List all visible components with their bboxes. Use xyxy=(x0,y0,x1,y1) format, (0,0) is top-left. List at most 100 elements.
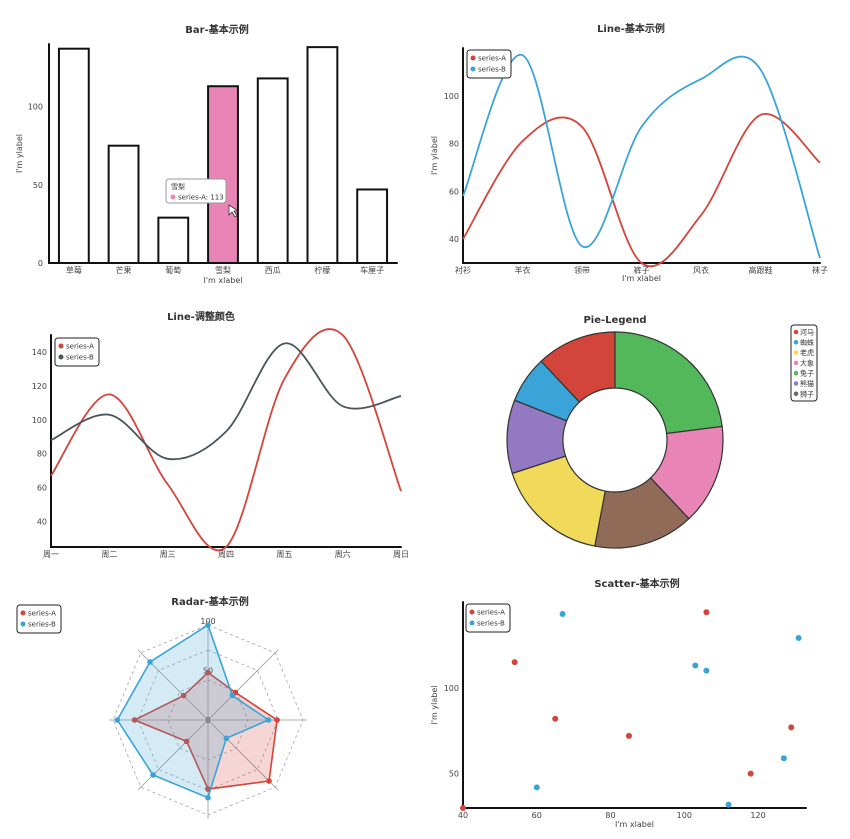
radar-point xyxy=(205,669,211,676)
scatter-point[interactable] xyxy=(703,667,710,674)
bar[interactable] xyxy=(356,188,389,265)
pie-legend-swatch xyxy=(793,370,799,376)
pie-legend-swatch xyxy=(793,329,799,335)
line1-series-line xyxy=(462,54,821,259)
scatter-ytick: 100 xyxy=(444,684,459,693)
line2-chart: Line-调整颜色 40 60 80 100 120 140 周一 周二 周三 周四 周五 周六 周日 se… xyxy=(32,310,409,559)
scatter-xtick: 120 xyxy=(750,811,765,820)
line1-series-line xyxy=(462,112,821,267)
line2-ytick: 120 xyxy=(32,382,47,391)
pie-slice[interactable] xyxy=(511,455,606,547)
bar[interactable] xyxy=(107,144,140,264)
scatter-legend-label: series-A xyxy=(477,609,505,617)
scatter-legend-box xyxy=(465,603,511,633)
line2-legend-label: series-B xyxy=(66,354,94,362)
bar[interactable] xyxy=(157,216,190,264)
line1-xtick: 衬衫 xyxy=(455,265,471,275)
radar-legend-swatch xyxy=(20,621,26,627)
radar-point xyxy=(223,735,230,742)
radar-legend-box xyxy=(16,604,62,634)
scatter-point[interactable] xyxy=(788,724,795,731)
bar-ylabel: I'm ylabel xyxy=(15,134,24,173)
line1-legend-swatch xyxy=(470,66,476,72)
line1-legend-label: series-A xyxy=(478,55,506,63)
scatter-legend-label: series-B xyxy=(477,620,505,628)
radar-point xyxy=(266,778,272,784)
scatter-point[interactable] xyxy=(692,662,699,669)
scatter-point[interactable] xyxy=(559,611,566,618)
line1-ytick: 60 xyxy=(449,187,459,196)
line1-xtick: 裤子 xyxy=(634,265,650,275)
scatter-point[interactable] xyxy=(460,805,466,811)
radar-point xyxy=(265,717,272,723)
line1-title: Line-基本示例 xyxy=(597,22,665,35)
line1-xtick: 领带 xyxy=(574,265,590,275)
radar-axis-line xyxy=(137,719,209,791)
pie-legend-label: 河马 xyxy=(800,329,814,337)
pie-legend-swatch xyxy=(793,340,799,345)
radar-point xyxy=(150,772,156,778)
radar-point xyxy=(180,692,187,699)
line1-ylabel: I'm ylabel xyxy=(430,136,439,175)
radar-legend-label: series-A xyxy=(28,610,56,618)
scatter-axis xyxy=(462,601,807,809)
radar-point xyxy=(274,717,280,723)
bar-xtick: 西瓜 xyxy=(265,266,281,275)
line1-xlabel: I'm xlabel xyxy=(622,274,661,283)
bar-xtick: 草莓 xyxy=(66,265,82,275)
line2-xtick: 周日 xyxy=(393,550,409,559)
scatter-point[interactable] xyxy=(725,801,732,808)
line2-ytick: 140 xyxy=(32,348,47,357)
scatter-point[interactable] xyxy=(552,715,559,722)
bar-xtick: 芒果 xyxy=(116,265,132,275)
line2-legend-box xyxy=(54,337,100,367)
scatter-point[interactable] xyxy=(511,659,518,666)
line2-xtick: 周五 xyxy=(276,550,292,559)
line2-xtick: 周三 xyxy=(160,550,176,559)
scatter-point[interactable] xyxy=(747,770,754,777)
line2-xtick: 周四 xyxy=(218,550,234,559)
bar-xtick: 车厘子 xyxy=(360,265,384,275)
pie-legend-label: 大象 xyxy=(800,358,814,367)
pie-slice[interactable] xyxy=(513,360,581,422)
bar[interactable] xyxy=(207,85,239,264)
scatter-xtick: 100 xyxy=(677,811,692,820)
scatter-point[interactable] xyxy=(780,755,787,762)
line1-legend-box xyxy=(466,49,512,79)
scatter-point[interactable] xyxy=(625,732,632,739)
line1-xtick: 风衣 xyxy=(693,265,709,275)
bar-tooltip-title: 雪梨 xyxy=(171,182,185,191)
line2-ytick: 80 xyxy=(37,450,47,459)
scatter-xtick: 40 xyxy=(458,811,468,820)
bar[interactable] xyxy=(256,77,289,264)
scatter-legend-swatch xyxy=(469,609,475,615)
line2-xtick: 周六 xyxy=(335,549,351,559)
scatter-title: Scatter-基本示例 xyxy=(594,577,679,590)
pie-legend-swatch xyxy=(793,360,799,366)
line2-axis xyxy=(50,334,402,548)
scatter-chart: Scatter-基本示例 40 60 80 100 120 50 100 I'm xlabel I… xyxy=(430,577,807,829)
bar-xtick: 柠檬 xyxy=(314,265,330,275)
pie-slice[interactable] xyxy=(614,331,723,435)
bar[interactable] xyxy=(306,46,339,264)
scatter-xtick: 60 xyxy=(532,811,542,820)
bar[interactable] xyxy=(57,47,90,264)
line1-legend-label: series-B xyxy=(478,66,506,74)
line1-xtick: 高跟鞋 xyxy=(749,265,773,275)
pie-legend-label: 兔子 xyxy=(800,369,814,378)
bar-ytick: 100 xyxy=(28,103,43,112)
pie-legend-swatch xyxy=(793,350,799,355)
scatter-point[interactable] xyxy=(533,784,540,791)
pie-legend-label: 蜘蛛 xyxy=(800,338,814,347)
radar-title: Radar-基本示例 xyxy=(171,595,248,608)
line1-ytick: 100 xyxy=(444,92,459,101)
bar-title: Bar-基本示例 xyxy=(185,23,248,36)
scatter-point[interactable] xyxy=(703,609,710,616)
scatter-point[interactable] xyxy=(795,635,802,642)
scatter-ylabel: I'm ylabel xyxy=(430,686,439,725)
radar-tick: 0 xyxy=(205,716,210,725)
cursor-icon xyxy=(228,204,240,218)
